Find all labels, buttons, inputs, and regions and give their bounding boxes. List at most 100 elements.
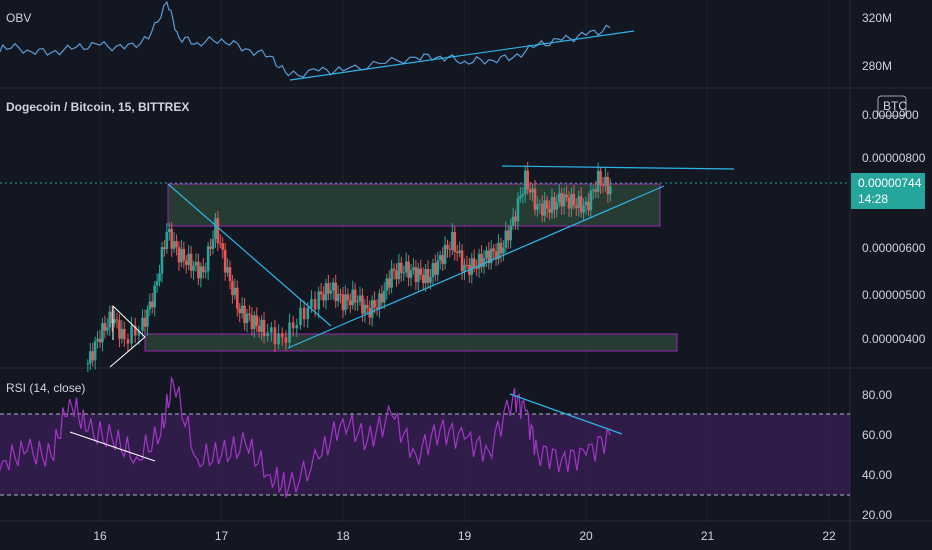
countdown-timer: 14:28 xyxy=(858,192,888,206)
candle-body xyxy=(266,332,269,337)
candle-body xyxy=(245,313,249,324)
candle-body xyxy=(584,201,588,206)
candle-body xyxy=(91,351,95,361)
candle-body xyxy=(353,289,357,303)
obv-trendline[interactable] xyxy=(289,30,635,81)
candle-body xyxy=(414,267,418,283)
candle-body xyxy=(324,283,328,301)
rsi-divergence-line-left[interactable] xyxy=(69,431,156,462)
candle-body xyxy=(231,281,234,296)
time-axis[interactable]: 16 17 18 19 20 21 22 xyxy=(93,529,836,543)
candle-body xyxy=(182,248,186,261)
candle-body xyxy=(226,267,229,273)
candle-body xyxy=(322,294,325,301)
candle-body xyxy=(177,247,181,263)
candle-body xyxy=(295,324,299,329)
rsi-divergence-line-right[interactable] xyxy=(509,393,623,435)
time-axis-label: 22 xyxy=(822,529,836,543)
price-tick-600: 0.00000600 xyxy=(862,241,926,255)
ascending-trendline[interactable] xyxy=(287,185,665,349)
candle-body xyxy=(233,287,237,296)
candle-body xyxy=(516,198,520,222)
candle-body xyxy=(306,307,310,320)
candle-body xyxy=(489,248,493,264)
lower-support-zone[interactable] xyxy=(144,333,678,352)
candle-body xyxy=(443,244,447,264)
candle-body xyxy=(329,290,333,294)
currency-badge[interactable] xyxy=(877,95,907,117)
candle-body xyxy=(235,287,239,309)
candle-body xyxy=(248,313,251,316)
candle-body xyxy=(400,262,403,273)
candle-body xyxy=(105,327,109,331)
candle-body xyxy=(451,232,454,251)
candle-body xyxy=(93,341,97,361)
candle-body xyxy=(110,311,114,324)
candle-body xyxy=(180,248,183,263)
candle-body xyxy=(487,250,491,264)
last-price-value: 0.00000744 xyxy=(858,176,922,190)
candle-body xyxy=(404,261,408,273)
obv-line xyxy=(0,0,611,78)
descending-trendline[interactable] xyxy=(167,183,332,327)
candle-body xyxy=(594,189,598,192)
obv-title: OBV xyxy=(6,11,31,25)
candle-body xyxy=(458,250,461,253)
candle-body xyxy=(390,268,393,288)
candle-body xyxy=(250,315,254,329)
price-panel[interactable]: Dogecoin / Bitcoin, 15, BITTREX BTC 0.00… xyxy=(0,95,926,373)
triangle-pattern[interactable] xyxy=(109,305,146,368)
candle-body xyxy=(438,255,442,261)
candle-body xyxy=(103,323,107,331)
candle-body xyxy=(574,205,578,208)
currency-badge-label: BTC xyxy=(883,99,907,113)
candle-body xyxy=(480,253,483,267)
candle-body xyxy=(214,218,217,240)
candle-body xyxy=(587,201,590,211)
candle-body xyxy=(463,264,466,272)
time-axis-label: 19 xyxy=(458,529,472,543)
candle-body xyxy=(550,197,554,213)
candle-body xyxy=(88,351,92,364)
candle-body xyxy=(533,188,537,210)
obv-tick-280m: 280M xyxy=(862,59,892,73)
candle-body xyxy=(201,266,205,273)
candle-body xyxy=(589,190,593,211)
candle-body xyxy=(591,189,595,191)
candle-body xyxy=(431,263,435,277)
candle-body xyxy=(160,247,164,274)
candle-body xyxy=(130,325,133,344)
candle-body xyxy=(158,273,161,282)
candle-body xyxy=(553,197,556,210)
candle-body xyxy=(288,322,291,343)
candle-body xyxy=(521,194,525,196)
time-axis-label: 16 xyxy=(93,529,107,543)
price-tick-500: 0.00000500 xyxy=(862,288,926,302)
candle-body xyxy=(460,250,464,272)
price-candles xyxy=(86,161,612,373)
candle-body xyxy=(436,260,440,275)
candle-body xyxy=(446,244,449,249)
top-resistance-line[interactable] xyxy=(501,165,735,170)
candle-body xyxy=(511,216,515,226)
candle-body xyxy=(373,300,376,308)
candle-body xyxy=(582,205,585,213)
candle-body xyxy=(118,320,121,339)
candle-body xyxy=(395,270,398,280)
rsi-panel[interactable]: RSI (14, close) 80.00 60.00 40.00 20.00 xyxy=(0,375,892,522)
candle-body xyxy=(555,202,559,210)
candle-body xyxy=(243,305,246,324)
candle-body xyxy=(604,176,607,186)
candle-body xyxy=(366,304,369,309)
obv-panel[interactable]: OBV 320M 280M xyxy=(0,0,892,81)
last-price-tag xyxy=(851,173,925,209)
candle-body xyxy=(470,258,474,275)
candle-body xyxy=(504,230,508,248)
candle-body xyxy=(96,338,99,342)
candle-body xyxy=(165,232,169,249)
candle-body xyxy=(380,293,384,303)
candle-body xyxy=(221,243,225,250)
time-axis-label: 18 xyxy=(336,529,350,543)
candle-body xyxy=(499,242,503,254)
